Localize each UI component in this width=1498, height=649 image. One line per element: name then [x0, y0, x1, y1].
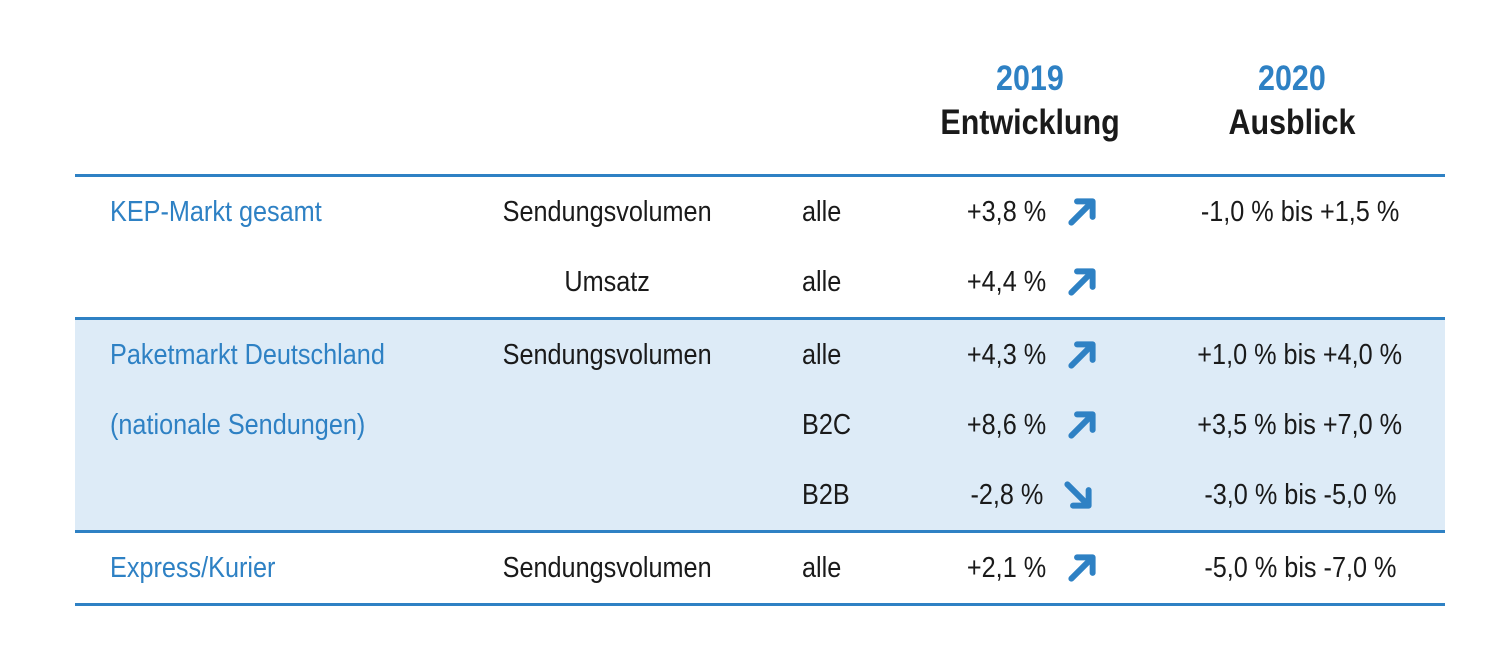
- segment-cell: alle: [802, 551, 842, 584]
- development-cell: -2,8 %: [905, 478, 1155, 512]
- table-row: (nationale Sendungen) B2C +8,6 % +3,5 % …: [75, 390, 1445, 460]
- header-label-entwicklung: Entwicklung: [940, 103, 1120, 142]
- trend-up-icon: [1068, 411, 1096, 439]
- section-title: Express/Kurier: [110, 551, 276, 584]
- metric-cell: Sendungsvolumen: [502, 551, 712, 584]
- trend-up-icon: [1068, 341, 1096, 369]
- outlook-cell: -1,0 % bis +1,5 %: [1200, 195, 1400, 228]
- development-cell: +2,1 %: [905, 551, 1155, 585]
- header-year-2019: 2019: [996, 59, 1064, 98]
- development-cell: +3,8 %: [905, 195, 1155, 229]
- section-express-kurier: Express/Kurier Sendungsvolumen alle +2,1…: [75, 530, 1445, 606]
- segment-cell: alle: [802, 338, 842, 371]
- section-paketmarkt-deutschland: Paketmarkt Deutschland Sendungsvolumen a…: [75, 317, 1445, 530]
- segment-cell: B2C: [802, 408, 852, 441]
- metric-cell: Umsatz: [564, 265, 651, 298]
- table-row: Paketmarkt Deutschland Sendungsvolumen a…: [75, 320, 1445, 390]
- outlook-cell: +1,0 % bis +4,0 %: [1197, 338, 1403, 371]
- kep-market-table: KEP-Markt gesamt Sendungsvolumen alle +3…: [75, 174, 1445, 606]
- section-title: [75, 479, 455, 512]
- section-title-line2: (nationale Sendungen): [110, 408, 366, 441]
- column-header-2019-entwicklung: 2019 Entwicklung: [905, 57, 1155, 145]
- outlook-cell: [1155, 266, 1445, 299]
- segment-cell: alle: [802, 265, 842, 298]
- segment-cell: alle: [802, 195, 842, 228]
- trend-down-icon: [1064, 481, 1093, 509]
- section-title: [75, 266, 455, 299]
- trend-up-icon: [1068, 554, 1096, 582]
- outlook-cell: -5,0 % bis -7,0 %: [1203, 551, 1397, 584]
- section-kep-markt-gesamt: KEP-Markt gesamt Sendungsvolumen alle +3…: [75, 174, 1445, 317]
- table-row: Umsatz alle +4,4 %: [75, 247, 1445, 317]
- header-year-2020: 2020: [1258, 59, 1326, 98]
- trend-up-icon: [1068, 198, 1096, 226]
- trend-up-icon: [1068, 268, 1096, 296]
- development-cell: +8,6 %: [905, 408, 1155, 442]
- development-cell: +4,4 %: [905, 265, 1155, 299]
- metric-cell: Sendungsvolumen: [502, 195, 712, 228]
- metric-cell: [455, 479, 760, 512]
- metric-cell: [455, 409, 760, 442]
- table-row: KEP-Markt gesamt Sendungsvolumen alle +3…: [75, 177, 1445, 247]
- header-label-ausblick: Ausblick: [1228, 103, 1356, 142]
- development-cell: +4,3 %: [905, 338, 1155, 372]
- table-row: B2B -2,8 % -3,0 % bis -5,0 %: [75, 460, 1445, 530]
- outlook-cell: -3,0 % bis -5,0 %: [1203, 478, 1397, 511]
- section-title: KEP-Markt gesamt: [110, 195, 322, 228]
- section-title: Paketmarkt Deutschland: [110, 338, 385, 371]
- table-row: Express/Kurier Sendungsvolumen alle +2,1…: [75, 533, 1445, 603]
- segment-cell: B2B: [802, 478, 850, 511]
- column-header-2020-ausblick: 2020 Ausblick: [1167, 57, 1417, 145]
- outlook-cell: +3,5 % bis +7,0 %: [1197, 408, 1403, 441]
- metric-cell: Sendungsvolumen: [502, 338, 712, 371]
